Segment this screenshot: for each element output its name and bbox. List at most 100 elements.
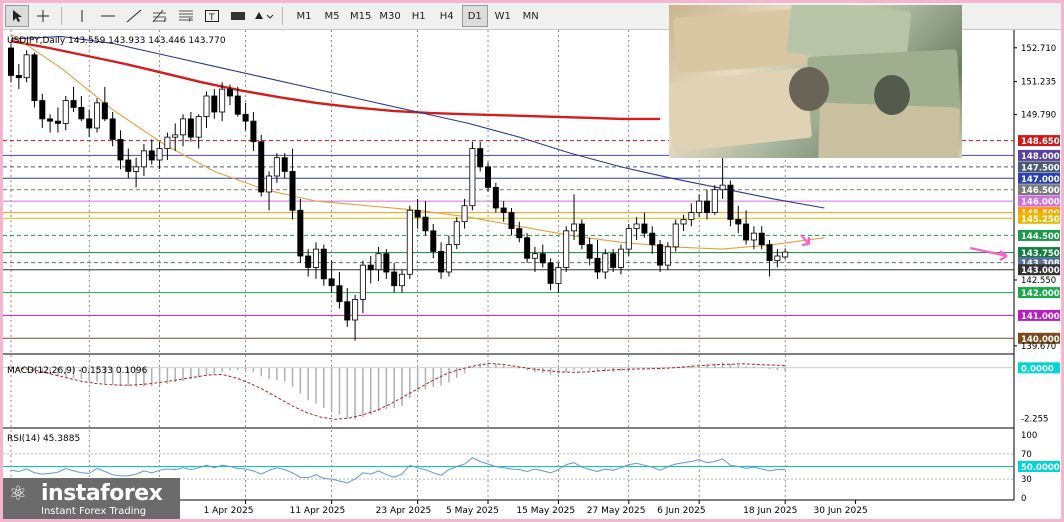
rsi-header: RSI(14) 45.3885 — [7, 434, 80, 444]
timeframe-w1[interactable]: W1 — [494, 10, 511, 22]
candle-bullish — [359, 264, 366, 300]
candle-bearish — [539, 253, 546, 264]
candle-bearish — [610, 253, 617, 268]
candle-bearish — [187, 118, 194, 138]
time-axis-label: 15 May 2025 — [516, 506, 575, 516]
candle-bearish — [234, 95, 241, 115]
vertical-line-icon[interactable] — [70, 5, 94, 27]
candle-bullish — [664, 246, 671, 266]
candle-bearish — [101, 102, 108, 120]
candle-bearish — [289, 171, 296, 211]
candle-bullish — [625, 228, 632, 250]
toolbar-separator — [282, 7, 283, 25]
candle-bearish — [524, 237, 531, 259]
candle-bearish — [586, 244, 593, 259]
candle-bullish — [375, 253, 382, 271]
symbol-header: USDJPY,Daily 143.559 143.933 143.446 143… — [7, 36, 226, 46]
candle-bullish — [23, 54, 30, 79]
macd-pane: 0.0000 -2.255 — [3, 362, 1060, 424]
moving-average-long — [10, 39, 661, 121]
candle-bearish — [281, 157, 288, 172]
candle-bullish — [531, 253, 538, 259]
price-axis-tick-label: 139.670 — [1021, 342, 1056, 352]
level-price-label: 144.500 — [1021, 232, 1060, 242]
candle-bearish — [422, 216, 429, 232]
time-axis-label: 18 Jun 2025 — [743, 506, 797, 516]
timeframe-m15[interactable]: M15 — [350, 10, 372, 22]
shapes-icon[interactable] — [252, 5, 276, 27]
candle-bearish — [477, 148, 484, 168]
candle-bearish — [86, 118, 93, 129]
candle-bullish — [719, 184, 726, 191]
toolbar-separator — [61, 7, 62, 25]
level-price-tag — [1018, 287, 1060, 299]
candle-bullish — [164, 136, 171, 149]
candle-bullish — [195, 116, 202, 138]
crosshair-icon[interactable] — [31, 5, 55, 27]
candle-bullish — [180, 118, 187, 136]
candle-bearish — [578, 223, 585, 245]
candle-bullish — [782, 251, 789, 258]
candle-bearish — [344, 301, 351, 321]
candle-bullish — [94, 102, 101, 129]
candle-bearish — [250, 120, 257, 143]
candle-bearish — [485, 166, 492, 188]
fibonacci-fan-icon[interactable]: F — [174, 5, 198, 27]
candle-bullish — [62, 100, 69, 124]
candle-bearish — [657, 244, 664, 266]
candle-bullish — [352, 299, 359, 321]
candle-bearish — [15, 75, 22, 79]
currency-banknotes-photo — [669, 5, 962, 158]
candle-bearish — [500, 207, 507, 213]
level-price-tag — [1018, 149, 1060, 161]
label-icon[interactable] — [226, 5, 250, 27]
time-axis-label: 23 Apr 2025 — [376, 506, 432, 516]
vertical-grid — [10, 30, 786, 500]
timeframe-m5[interactable]: M5 — [324, 10, 340, 22]
candle-bearish — [148, 150, 155, 161]
macd-header: MACD(12,26,9) -0.1533 0.1096 — [7, 366, 148, 376]
candle-bullish — [750, 232, 757, 241]
level-price-tag — [1018, 247, 1060, 259]
candle-bearish — [8, 47, 14, 76]
level-price-tag — [1018, 184, 1060, 196]
support-resistance-levels — [3, 140, 1014, 339]
candle-bullish — [219, 88, 226, 113]
text-icon[interactable]: T — [200, 5, 224, 27]
candle-bearish — [47, 118, 54, 122]
candle-bullish — [312, 248, 319, 268]
timeframe-m30[interactable]: M30 — [379, 10, 401, 22]
candle-bearish — [547, 262, 554, 284]
candle-bearish — [226, 88, 233, 97]
level-price-label: 146.500 — [1021, 186, 1060, 196]
level-price-tag — [1018, 207, 1060, 219]
candle-bearish — [649, 232, 656, 245]
candle-bearish — [109, 118, 116, 140]
trendline-icon[interactable] — [122, 5, 146, 27]
brand-tagline: Instant Forex Trading — [41, 506, 147, 517]
brand-name: instaforex — [41, 481, 163, 506]
level-price-label: 145.250 — [1021, 215, 1060, 225]
candle-bullish — [172, 134, 179, 138]
portrait — [874, 75, 910, 115]
level-price-label: 147.000 — [1021, 175, 1060, 185]
level-price-tag — [1018, 229, 1060, 241]
timeframe-m1[interactable]: M1 — [296, 10, 312, 22]
candle-bullish — [156, 148, 163, 161]
cursor-icon[interactable] — [5, 5, 29, 27]
price-axis-tick-label: 151.235 — [1021, 77, 1056, 87]
level-price-label: 141.000 — [1021, 312, 1060, 322]
rsi-line — [10, 457, 786, 484]
timeframe-h1[interactable]: H1 — [411, 10, 426, 22]
horizontal-line-icon[interactable] — [96, 5, 120, 27]
candle-bearish — [383, 253, 390, 273]
time-axis-label: 30 Jun 2025 — [814, 506, 868, 516]
candle-bullish — [266, 175, 273, 193]
candle-bearish — [211, 95, 218, 113]
timeframe-h4[interactable]: H4 — [439, 10, 454, 22]
fibonacci-icon[interactable]: F — [148, 5, 172, 27]
timeframe-mn[interactable]: MN — [522, 10, 539, 22]
level-price-tag — [1018, 135, 1060, 147]
timeframe-d1[interactable]: D1 — [461, 5, 488, 27]
